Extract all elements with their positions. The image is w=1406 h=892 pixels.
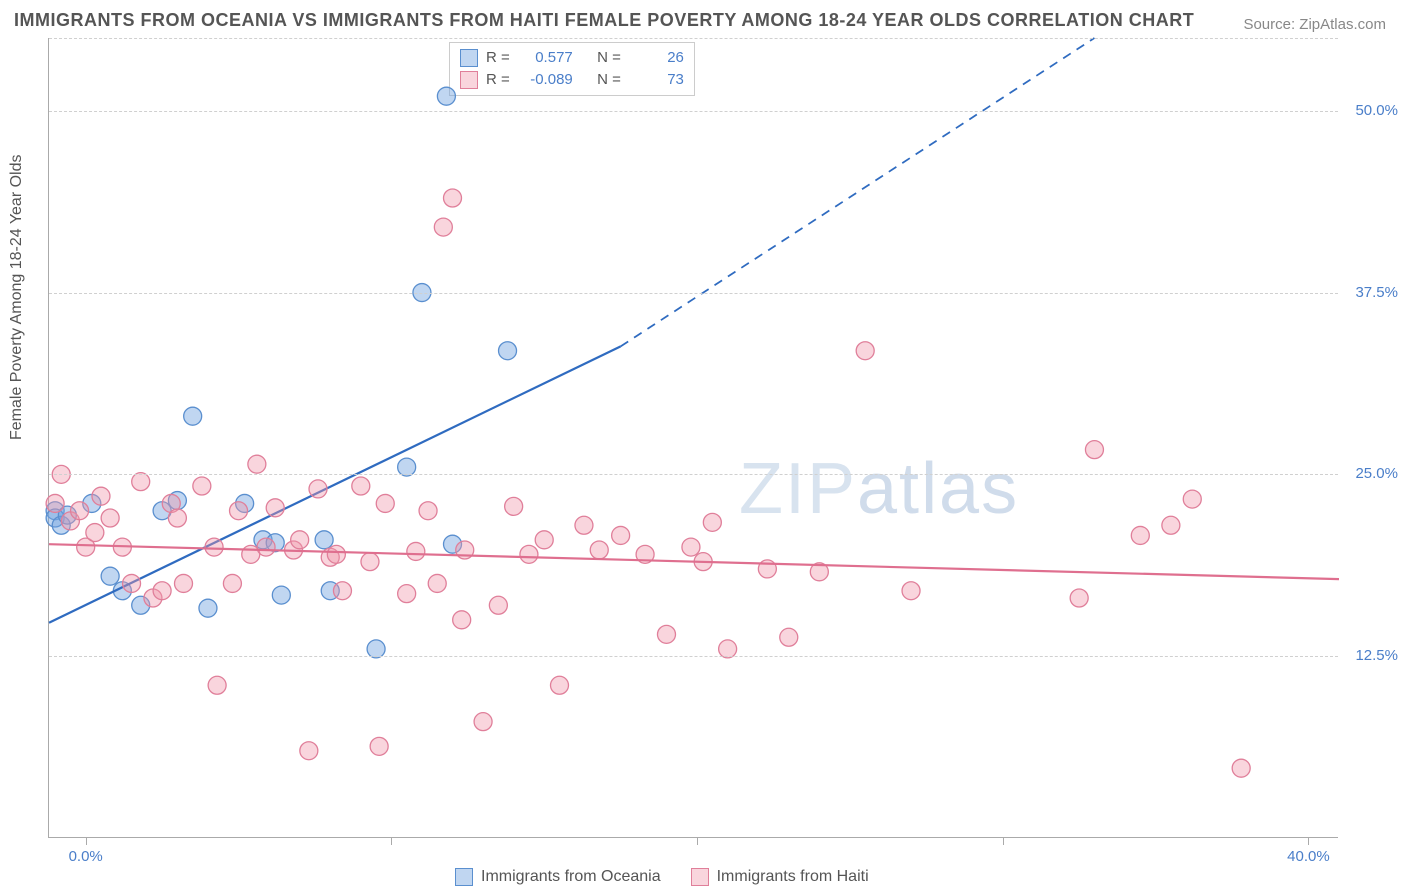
data-point-haiti (291, 531, 309, 549)
data-point-haiti (902, 582, 920, 600)
data-point-haiti (71, 502, 89, 520)
y-tick-label: 50.0% (1343, 102, 1398, 119)
data-point-haiti (230, 502, 248, 520)
data-point-haiti (193, 477, 211, 495)
data-point-oceania (437, 87, 455, 105)
data-point-oceania (315, 531, 333, 549)
data-point-haiti (520, 545, 538, 563)
data-point-oceania (199, 599, 217, 617)
plot-area: ZIPatlas R = 0.577 N = 26 R = -0.089 N =… (48, 38, 1338, 838)
data-point-haiti (1232, 759, 1250, 777)
data-point-oceania (499, 342, 517, 360)
data-point-haiti (428, 574, 446, 592)
data-point-haiti (575, 516, 593, 534)
data-point-haiti (1162, 516, 1180, 534)
x-tick (86, 837, 87, 845)
data-point-haiti (101, 509, 119, 527)
data-point-haiti (266, 499, 284, 517)
data-point-haiti (444, 189, 462, 207)
x-tick (1308, 837, 1309, 845)
gridline (49, 474, 1338, 475)
data-point-haiti (453, 611, 471, 629)
data-point-haiti (46, 494, 64, 512)
y-tick-label: 25.0% (1343, 465, 1398, 482)
data-point-haiti (856, 342, 874, 360)
data-point-haiti (535, 531, 553, 549)
data-point-haiti (703, 513, 721, 531)
legend-item-oceania: Immigrants from Oceania (455, 868, 661, 886)
data-point-oceania (184, 407, 202, 425)
data-point-haiti (333, 582, 351, 600)
data-point-haiti (407, 542, 425, 560)
data-point-haiti (376, 494, 394, 512)
chart-title: IMMIGRANTS FROM OCEANIA VS IMMIGRANTS FR… (14, 10, 1194, 31)
data-point-haiti (327, 545, 345, 563)
x-tick (697, 837, 698, 845)
y-tick-label: 37.5% (1343, 284, 1398, 301)
x-tick (1003, 837, 1004, 845)
legend-label-oceania: Immigrants from Oceania (481, 868, 661, 886)
data-point-haiti (223, 574, 241, 592)
data-point-haiti (370, 737, 388, 755)
data-point-haiti (780, 628, 798, 646)
data-point-haiti (398, 585, 416, 603)
data-point-haiti (434, 218, 452, 236)
data-point-haiti (168, 509, 186, 527)
data-point-haiti (248, 455, 266, 473)
data-point-haiti (153, 582, 171, 600)
data-point-oceania (272, 586, 290, 604)
swatch-oceania-icon (455, 868, 473, 886)
source-label: Source: ZipAtlas.com (1243, 16, 1386, 33)
data-point-haiti (123, 574, 141, 592)
gridline (49, 656, 1338, 657)
data-point-haiti (92, 487, 110, 505)
data-point-haiti (208, 676, 226, 694)
gridline (49, 38, 1338, 39)
data-point-haiti (489, 596, 507, 614)
y-tick-label: 12.5% (1343, 647, 1398, 664)
data-point-haiti (1131, 526, 1149, 544)
y-axis-label: Female Poverty Among 18-24 Year Olds (8, 155, 26, 441)
data-point-haiti (175, 574, 193, 592)
data-point-haiti (657, 625, 675, 643)
scatter-svg (49, 38, 1338, 837)
data-point-haiti (682, 538, 700, 556)
legend-item-haiti: Immigrants from Haiti (691, 868, 869, 886)
swatch-haiti-icon (691, 868, 709, 886)
data-point-haiti (361, 553, 379, 571)
data-point-haiti (474, 713, 492, 731)
data-point-haiti (612, 526, 630, 544)
gridline (49, 111, 1338, 112)
x-tick (391, 837, 392, 845)
series-legend: Immigrants from Oceania Immigrants from … (455, 868, 869, 886)
legend-label-haiti: Immigrants from Haiti (717, 868, 869, 886)
data-point-haiti (300, 742, 318, 760)
data-point-haiti (86, 524, 104, 542)
data-point-haiti (257, 538, 275, 556)
data-point-haiti (1085, 441, 1103, 459)
data-point-haiti (1070, 589, 1088, 607)
x-tick-label: 0.0% (69, 848, 103, 865)
data-point-haiti (1183, 490, 1201, 508)
data-point-haiti (205, 538, 223, 556)
data-point-haiti (419, 502, 437, 520)
data-point-haiti (550, 676, 568, 694)
data-point-haiti (352, 477, 370, 495)
x-tick-label: 40.0% (1287, 848, 1330, 865)
data-point-haiti (309, 480, 327, 498)
data-point-haiti (590, 541, 608, 559)
data-point-haiti (505, 497, 523, 515)
data-point-oceania (101, 567, 119, 585)
trend-line-dashed-oceania (621, 38, 1095, 346)
gridline (49, 293, 1338, 294)
